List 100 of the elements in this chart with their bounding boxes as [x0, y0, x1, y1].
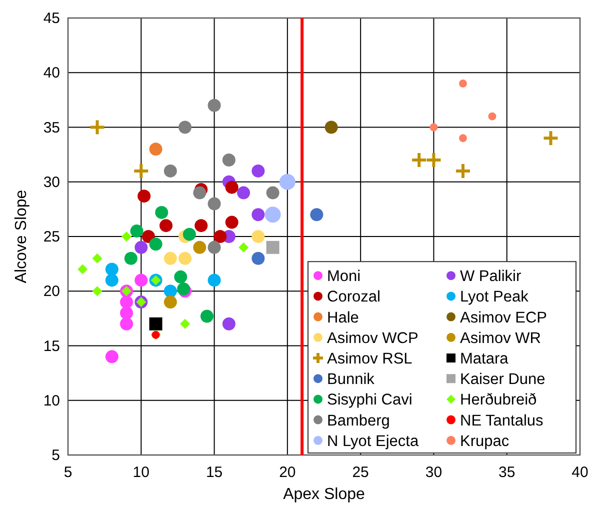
- point: [105, 262, 118, 276]
- legend-label: Matara: [460, 350, 509, 368]
- point: [208, 197, 221, 210]
- point: [266, 186, 280, 200]
- x-tick-label: 20: [279, 464, 296, 481]
- point: [324, 120, 338, 134]
- point: [134, 240, 148, 254]
- point: [458, 134, 467, 142]
- y-tick-label: 25: [43, 228, 60, 246]
- point: [182, 228, 196, 241]
- legend-label: Sisyphi Cavi: [327, 392, 412, 409]
- point: [164, 296, 177, 309]
- x-tick-label: 30: [425, 464, 442, 481]
- legend-label: N Lyot Ejecta: [327, 432, 419, 450]
- point: [252, 164, 265, 178]
- point: [542, 130, 560, 147]
- point: [214, 230, 227, 243]
- point: [225, 216, 238, 229]
- point: [222, 154, 236, 167]
- point: [180, 318, 190, 329]
- point: [120, 317, 134, 330]
- point: [105, 274, 118, 287]
- point: [252, 252, 265, 265]
- legend-label: Krupac: [460, 432, 510, 450]
- point: [92, 286, 102, 296]
- legend-label: Asimov WR: [460, 330, 541, 347]
- y-tick-label: 35: [43, 119, 60, 136]
- x-tick-label: 25: [352, 464, 369, 481]
- point: [454, 162, 472, 180]
- point: [134, 274, 148, 287]
- point: [177, 282, 190, 296]
- point: [149, 238, 162, 251]
- legend-label: Asimov WCP: [327, 330, 418, 347]
- point: [138, 190, 151, 203]
- legend-label: Asimov ECP: [460, 309, 547, 326]
- x-tick-label: 15: [206, 464, 223, 481]
- point: [142, 230, 155, 243]
- point: [122, 232, 132, 242]
- point: [178, 252, 192, 265]
- y-axis-title: Alcove Slope: [13, 190, 30, 284]
- point: [410, 152, 428, 169]
- point: [208, 240, 221, 254]
- point: [222, 317, 236, 330]
- point: [178, 120, 192, 134]
- point: [310, 208, 324, 222]
- point: [78, 264, 88, 274]
- legend-label: Corozal: [327, 288, 380, 306]
- legend-label: Kaiser Dune: [460, 371, 546, 388]
- point: [120, 306, 134, 320]
- legend-label: Bamberg: [327, 412, 390, 430]
- point: [225, 180, 238, 194]
- x-tick-label: 10: [132, 464, 150, 481]
- point: [488, 112, 496, 120]
- point: [88, 118, 106, 136]
- point: [425, 152, 442, 169]
- point: [124, 252, 138, 265]
- legend-label: Hale: [327, 309, 359, 326]
- legend-label: Asimov RSL: [327, 350, 413, 368]
- point: [92, 253, 102, 264]
- legend-label: Herðubreið: [460, 392, 538, 409]
- point: [105, 350, 118, 364]
- point: [279, 174, 296, 190]
- point: [155, 206, 168, 219]
- point: [208, 98, 221, 112]
- point: [130, 224, 144, 238]
- y-tick-label: 20: [43, 283, 60, 300]
- point: [174, 270, 188, 284]
- legend-label: Moni: [327, 268, 361, 286]
- point: [266, 240, 280, 254]
- point: [237, 186, 250, 200]
- x-axis-title: Apex Slope: [283, 486, 366, 503]
- x-tick-label: 5: [64, 464, 72, 481]
- y-tick-label: 10: [43, 392, 60, 410]
- legend-label: Lyot Peak: [460, 288, 529, 306]
- point: [193, 240, 206, 254]
- y-tick-label: 40: [43, 64, 60, 82]
- y-tick-label: 5: [52, 447, 60, 464]
- point: [164, 252, 177, 265]
- legend-label: NE Tantalus: [460, 412, 544, 430]
- point: [238, 242, 249, 252]
- y-tick-label: 15: [43, 338, 60, 355]
- point: [208, 274, 221, 287]
- x-tick-label: 35: [498, 464, 516, 481]
- point: [160, 219, 173, 232]
- point: [252, 230, 265, 243]
- y-tick-label: 45: [43, 10, 60, 27]
- point: [458, 80, 467, 88]
- x-tick-label: 40: [572, 464, 588, 481]
- y-tick-label: 30: [43, 174, 60, 191]
- point: [200, 310, 214, 323]
- point: [264, 206, 281, 223]
- point: [132, 162, 150, 180]
- point: [164, 284, 177, 298]
- point: [194, 219, 208, 232]
- point: [430, 123, 438, 132]
- point: [149, 142, 162, 156]
- legend-label: Bunnik: [327, 371, 375, 388]
- point: [120, 296, 134, 309]
- point: [164, 164, 177, 178]
- point: [252, 208, 265, 222]
